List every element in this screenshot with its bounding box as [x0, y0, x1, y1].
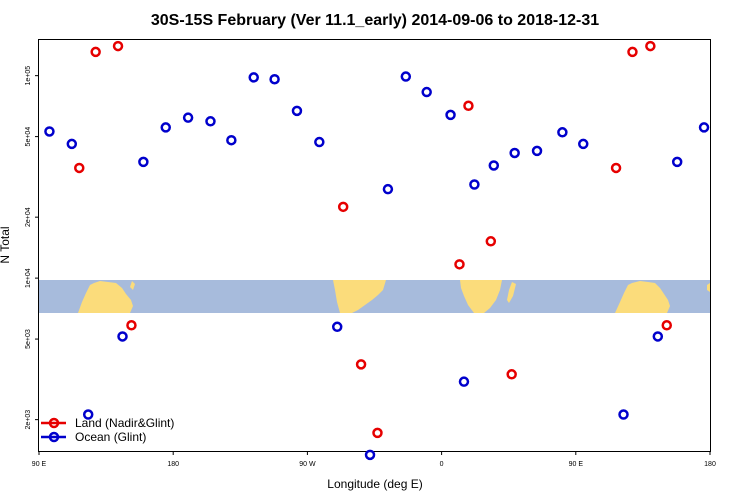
y-tick-label: 2e+03 [25, 410, 32, 430]
map-land-australia [78, 281, 133, 313]
x-tick-label: 90 E [569, 461, 584, 468]
ocean-point [671, 156, 683, 168]
x-tick-label: 90 W [299, 461, 316, 468]
y-tick-label: 5e+03 [25, 329, 32, 349]
ocean-point [205, 116, 216, 127]
ocean-point [291, 105, 303, 117]
y-tick-label: 2e+04 [25, 207, 32, 227]
map-land-south-america [333, 280, 386, 313]
land-point [112, 40, 124, 52]
x-tick-label: 90 E [32, 461, 47, 468]
ocean-point [182, 112, 194, 123]
map-land-zealand-left [130, 281, 135, 290]
ocean-point [421, 86, 432, 98]
ocean-point [578, 138, 589, 150]
ocean-point [445, 109, 456, 121]
land-point [463, 100, 474, 112]
x-tick-label: 180 [167, 461, 179, 468]
land-point [645, 40, 656, 52]
legend: Land (Nadir&Glint) Ocean (Glint) [41, 416, 174, 444]
y-tick-label: 1e+04 [25, 268, 32, 288]
map-band [39, 280, 710, 313]
ocean-point [66, 138, 78, 150]
map-land-zealand-right [707, 283, 710, 292]
land-point [506, 369, 517, 380]
x-axis: 90 E 180 90 W 0 90 E 180 [32, 451, 716, 468]
ocean-point [160, 122, 171, 133]
ocean-point [458, 376, 470, 387]
ocean-point [44, 126, 55, 137]
land-point [372, 427, 383, 439]
ocean-point [509, 147, 520, 159]
land-point [661, 320, 673, 331]
ocean-point [314, 136, 325, 148]
y-tick-label: 5e+04 [25, 127, 32, 147]
y-axis: 2e+03 5e+03 1e+04 2e+04 5e+04 1e+05 [25, 66, 39, 430]
land-point [355, 359, 367, 370]
ocean-point [364, 449, 376, 461]
ocean-point [82, 409, 94, 420]
land-point [454, 259, 465, 270]
land-point [627, 46, 638, 58]
land-point [610, 162, 622, 174]
ocean-point [469, 179, 480, 190]
x-tick-label: 180 [704, 461, 716, 468]
ocean-point [226, 134, 237, 146]
ocean-point [400, 71, 412, 82]
ocean-point [652, 331, 664, 342]
land-point [337, 201, 349, 213]
land-point [126, 320, 137, 331]
map-land-australia-repeat [615, 281, 670, 313]
legend-marker-ocean [48, 431, 60, 443]
plot-frame [38, 39, 711, 452]
y-tick-label: 1e+05 [25, 66, 32, 86]
ocean-point [488, 160, 500, 171]
ocean-point [557, 127, 568, 138]
legend-label-land: Land (Nadir&Glint) [75, 416, 174, 430]
ocean-point [117, 331, 128, 342]
ocean-point [331, 321, 343, 333]
x-tick-label: 0 [440, 461, 444, 468]
x-axis-label: Longitude (deg E) [327, 477, 422, 491]
map-land-africa [460, 280, 502, 313]
ocean-point [269, 73, 280, 85]
legend-label-ocean: Ocean (Glint) [75, 430, 146, 444]
y-axis-label: N Total [0, 226, 12, 263]
land-point [74, 162, 85, 174]
data-points [44, 40, 710, 461]
land-point [90, 46, 101, 58]
chart-title: 30S-15S February (Ver 11.1_early) 2014-0… [151, 12, 599, 29]
ocean-point [531, 145, 543, 157]
ocean-point [382, 183, 394, 195]
ocean-point [698, 122, 710, 133]
ocean-point [248, 72, 259, 83]
ocean-point [138, 156, 149, 168]
ocean-point [618, 409, 629, 420]
legend-marker-land [48, 417, 60, 429]
land-point [485, 236, 497, 247]
map-land-madagascar [507, 282, 516, 303]
